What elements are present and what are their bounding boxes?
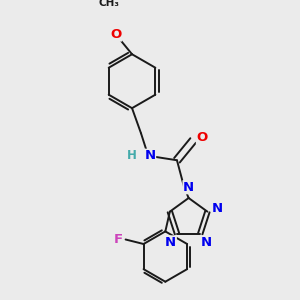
Text: F: F bbox=[114, 233, 123, 246]
Text: N: N bbox=[183, 181, 194, 194]
Text: H: H bbox=[127, 149, 137, 162]
Text: N: N bbox=[212, 202, 223, 215]
Text: N: N bbox=[165, 236, 176, 249]
Text: CH₃: CH₃ bbox=[98, 0, 119, 8]
Text: O: O bbox=[110, 28, 122, 41]
Text: N: N bbox=[144, 149, 156, 162]
Text: O: O bbox=[196, 131, 208, 144]
Text: N: N bbox=[201, 236, 212, 249]
